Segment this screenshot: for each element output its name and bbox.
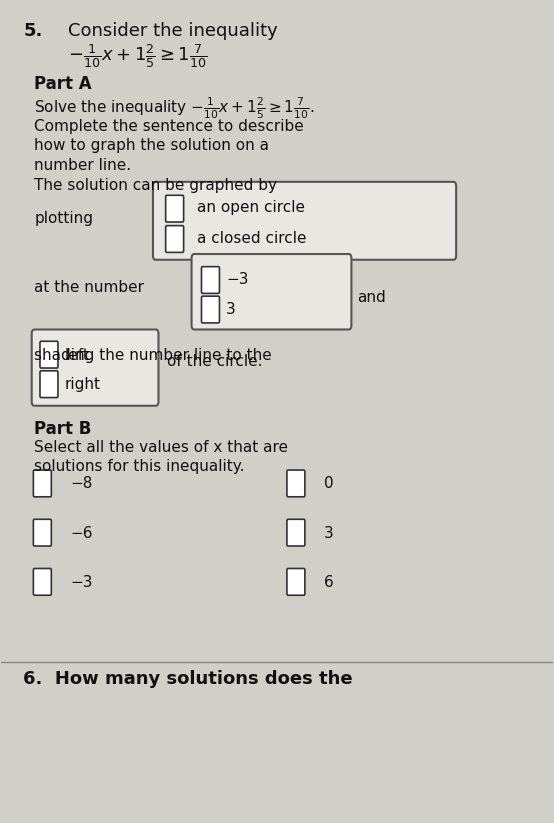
FancyBboxPatch shape <box>33 470 52 497</box>
FancyBboxPatch shape <box>40 342 58 368</box>
Text: at the number: at the number <box>34 281 145 295</box>
Text: Part A: Part A <box>34 75 92 93</box>
Text: Select all the values of x that are: Select all the values of x that are <box>34 440 289 455</box>
Text: $-\frac{1}{10}x + 1\frac{2}{5} \geq 1\frac{7}{10}$: $-\frac{1}{10}x + 1\frac{2}{5} \geq 1\fr… <box>68 43 207 70</box>
FancyBboxPatch shape <box>40 371 58 398</box>
FancyBboxPatch shape <box>33 569 52 595</box>
Text: an open circle: an open circle <box>197 200 305 215</box>
Text: Solve the inequality $-\frac{1}{10}x + 1\frac{2}{5} \geq 1\frac{7}{10}$.: Solve the inequality $-\frac{1}{10}x + 1… <box>34 95 315 121</box>
Text: shading the number line to the: shading the number line to the <box>34 347 272 362</box>
FancyBboxPatch shape <box>33 519 52 546</box>
Text: solutions for this inequality.: solutions for this inequality. <box>34 459 245 474</box>
Text: and: and <box>357 290 386 305</box>
Text: Part B: Part B <box>34 420 92 438</box>
FancyBboxPatch shape <box>202 267 219 293</box>
FancyBboxPatch shape <box>166 195 183 222</box>
Text: 6.  How many solutions does the: 6. How many solutions does the <box>23 670 353 688</box>
FancyBboxPatch shape <box>287 519 305 546</box>
Text: plotting: plotting <box>34 211 94 226</box>
Text: The solution can be graphed by: The solution can be graphed by <box>34 178 278 193</box>
Text: right: right <box>65 377 101 392</box>
FancyBboxPatch shape <box>192 254 351 329</box>
FancyBboxPatch shape <box>32 329 158 406</box>
Text: 0: 0 <box>324 477 334 491</box>
Text: a closed circle: a closed circle <box>197 231 306 246</box>
Text: of the circle.: of the circle. <box>167 354 262 369</box>
Text: left: left <box>65 347 90 362</box>
Text: number line.: number line. <box>34 158 132 173</box>
Text: how to graph the solution on a: how to graph the solution on a <box>34 138 269 153</box>
Text: 6: 6 <box>324 574 334 590</box>
FancyBboxPatch shape <box>202 296 219 323</box>
Text: 5.: 5. <box>23 22 43 40</box>
Text: 3: 3 <box>226 301 236 317</box>
Text: −3: −3 <box>226 272 249 287</box>
Text: −8: −8 <box>70 477 93 491</box>
FancyBboxPatch shape <box>153 182 456 260</box>
Text: −6: −6 <box>70 526 93 541</box>
Text: 3: 3 <box>324 526 334 541</box>
Text: Complete the sentence to describe: Complete the sentence to describe <box>34 119 304 133</box>
FancyBboxPatch shape <box>287 569 305 595</box>
Text: −3: −3 <box>70 574 93 590</box>
FancyBboxPatch shape <box>166 226 183 253</box>
Text: Consider the inequality: Consider the inequality <box>68 22 278 40</box>
FancyBboxPatch shape <box>287 470 305 497</box>
